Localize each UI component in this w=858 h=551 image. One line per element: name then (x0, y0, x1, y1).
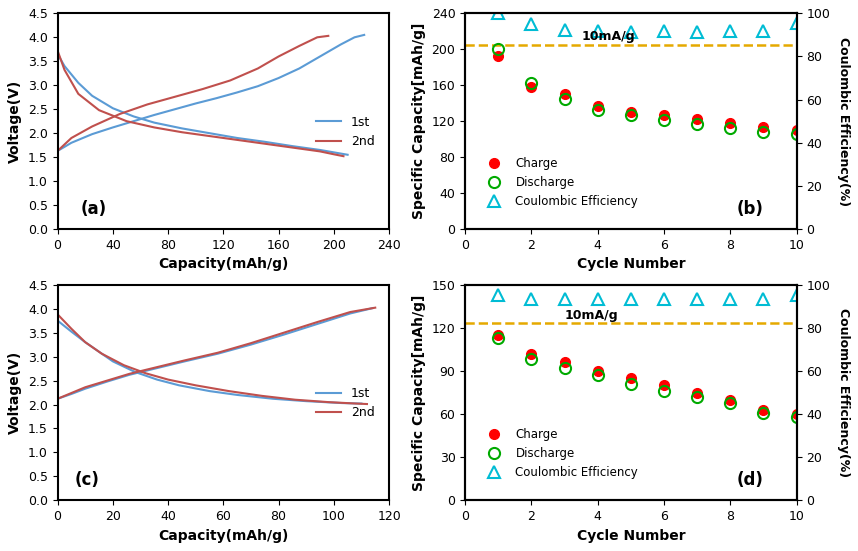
Text: 10mA/g: 10mA/g (581, 30, 635, 44)
Text: (a): (a) (81, 200, 107, 218)
X-axis label: Cycle Number: Cycle Number (577, 257, 686, 271)
Text: (d): (d) (737, 471, 764, 489)
Y-axis label: Voltage(V): Voltage(V) (9, 79, 22, 163)
X-axis label: Capacity(mAh/g): Capacity(mAh/g) (158, 528, 288, 543)
Legend: Charge, Discharge, Coulombic Efficiency: Charge, Discharge, Coulombic Efficiency (478, 424, 643, 484)
Text: (c): (c) (74, 471, 99, 489)
Y-axis label: Coulombic Efficiency(%): Coulombic Efficiency(%) (837, 36, 849, 206)
Legend: 1st, 2nd: 1st, 2nd (311, 111, 379, 153)
Y-axis label: Specific Capacity[mAh/g]: Specific Capacity[mAh/g] (412, 23, 426, 219)
X-axis label: Capacity(mAh/g): Capacity(mAh/g) (158, 257, 288, 271)
Text: 10mA/g: 10mA/g (565, 309, 619, 322)
Legend: Charge, Discharge, Coulombic Efficiency: Charge, Discharge, Coulombic Efficiency (478, 152, 643, 212)
X-axis label: Cycle Number: Cycle Number (577, 528, 686, 543)
Text: (b): (b) (737, 200, 764, 218)
Y-axis label: Specific Capacity[mAh/g]: Specific Capacity[mAh/g] (412, 294, 426, 491)
Legend: 1st, 2nd: 1st, 2nd (311, 382, 379, 424)
Y-axis label: Coulombic Efficiency(%): Coulombic Efficiency(%) (837, 308, 849, 477)
Y-axis label: Voltage(V): Voltage(V) (9, 351, 22, 434)
